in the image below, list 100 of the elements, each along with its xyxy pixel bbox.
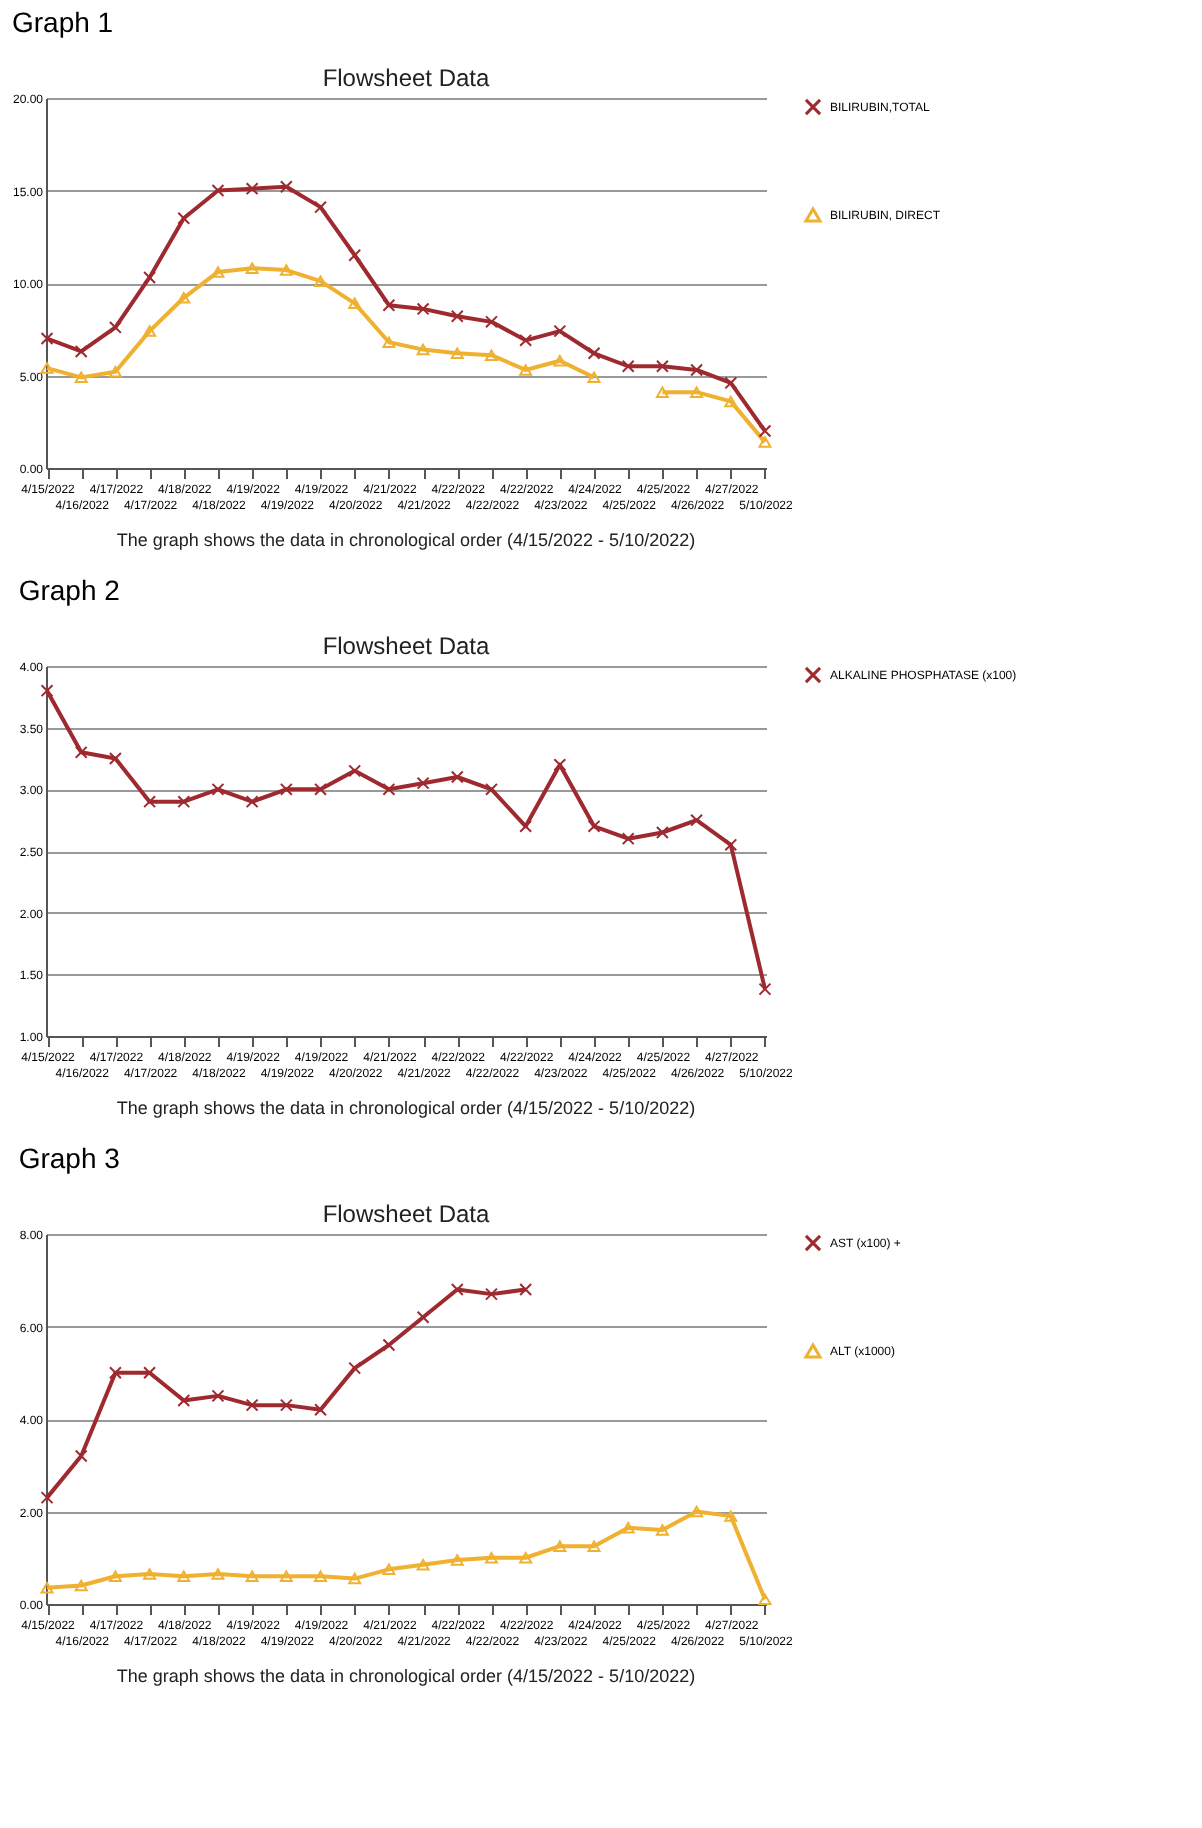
point <box>143 325 157 337</box>
point <box>108 320 122 334</box>
point <box>245 262 259 274</box>
point <box>416 343 430 356</box>
point <box>40 362 54 374</box>
point <box>108 1366 122 1380</box>
chart-subtitle: Flowsheet Data <box>322 1200 491 1228</box>
point <box>416 1558 430 1571</box>
point <box>758 1593 772 1606</box>
point <box>40 684 54 698</box>
point <box>655 1524 669 1536</box>
point <box>314 1570 328 1582</box>
point <box>348 764 362 778</box>
point <box>382 782 396 796</box>
point <box>279 180 293 194</box>
point <box>724 1510 738 1522</box>
point <box>587 1540 601 1552</box>
point <box>245 182 259 196</box>
point <box>279 782 293 796</box>
point <box>724 395 738 408</box>
point <box>74 745 88 759</box>
point <box>211 266 225 278</box>
point <box>655 386 669 398</box>
point <box>690 1505 704 1518</box>
point <box>758 436 772 448</box>
point <box>211 184 225 197</box>
point <box>40 1491 54 1505</box>
point <box>450 309 464 323</box>
chart-title: Graph 1 <box>11 6 114 38</box>
chart-subtitle: Flowsheet Data <box>322 632 491 660</box>
point <box>314 782 328 796</box>
point <box>621 832 635 846</box>
point <box>279 1398 293 1412</box>
point <box>108 752 122 765</box>
point <box>74 1449 88 1463</box>
point <box>143 795 157 809</box>
point <box>348 1572 362 1585</box>
point <box>553 1540 567 1552</box>
chart-title: Graph 3 <box>18 1142 121 1174</box>
point <box>519 1552 533 1564</box>
point <box>519 364 533 376</box>
point <box>382 1563 396 1576</box>
point <box>621 1521 635 1534</box>
point <box>348 297 362 310</box>
point <box>484 1287 498 1301</box>
point <box>484 349 498 361</box>
point <box>758 982 772 996</box>
chart-subtitle: Flowsheet Data <box>322 64 491 92</box>
point <box>143 1568 157 1580</box>
point <box>382 336 396 348</box>
point <box>416 302 430 316</box>
point <box>450 347 464 360</box>
chart-title: Graph 2 <box>18 574 121 606</box>
point <box>211 1568 225 1580</box>
point <box>245 1398 259 1412</box>
text: The graph shows the data in chronological order (4/15/2022 - 5/10/2022) <box>116 530 696 550</box>
point <box>382 298 396 312</box>
point <box>108 366 122 378</box>
point <box>245 1570 259 1582</box>
point <box>279 1570 293 1582</box>
point <box>519 1283 533 1296</box>
point <box>450 770 464 784</box>
point <box>382 1338 396 1352</box>
point <box>587 819 601 833</box>
point <box>177 1394 191 1407</box>
point <box>553 758 567 772</box>
point <box>724 838 738 852</box>
text: The graph shows the data in chronological order (4/15/2022 - 5/10/2022) <box>116 1666 696 1686</box>
point <box>177 211 191 225</box>
point <box>553 354 567 367</box>
point <box>74 1579 88 1592</box>
point <box>519 333 533 347</box>
point <box>724 376 738 390</box>
point <box>74 371 88 384</box>
point <box>211 782 225 796</box>
point <box>655 359 669 373</box>
point <box>211 1389 225 1403</box>
point <box>143 270 157 284</box>
point <box>519 819 533 833</box>
point <box>587 346 601 360</box>
point <box>416 776 430 790</box>
point <box>177 795 191 809</box>
point <box>690 363 704 377</box>
point <box>416 1310 430 1324</box>
point <box>758 424 772 438</box>
point <box>450 1283 464 1296</box>
point <box>484 1552 498 1564</box>
point <box>40 332 54 345</box>
point <box>690 813 704 827</box>
point <box>74 344 88 358</box>
point <box>279 264 293 276</box>
point <box>245 795 259 809</box>
point <box>655 826 669 839</box>
point <box>553 324 567 338</box>
point <box>40 1582 54 1594</box>
point <box>690 386 704 398</box>
point <box>484 315 498 329</box>
point <box>314 275 328 287</box>
point <box>450 1554 464 1566</box>
point <box>314 1403 328 1417</box>
